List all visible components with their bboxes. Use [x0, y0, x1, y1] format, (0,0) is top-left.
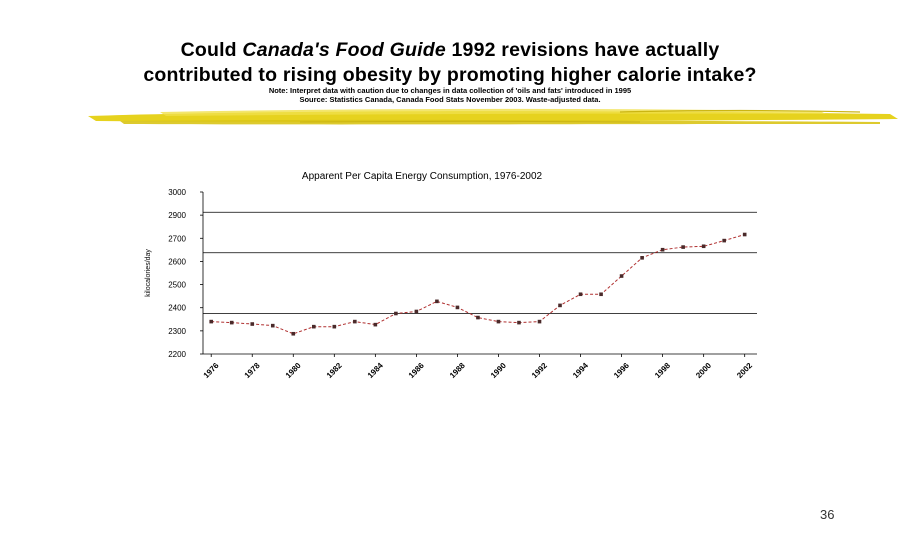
- data-point: [455, 305, 460, 310]
- x-tick-label: 2002: [735, 361, 754, 380]
- y-tick-label: 2400: [168, 304, 186, 313]
- data-point: [332, 324, 337, 329]
- slide-title-line-1: Could Canada's Food Guide 1992 revisions…: [0, 38, 900, 63]
- data-point: [353, 319, 357, 324]
- x-tick-label: 1976: [202, 361, 221, 380]
- y-tick-label: 2900: [168, 211, 186, 220]
- x-tick-label: 1988: [448, 361, 467, 380]
- series-line: [211, 234, 745, 335]
- data-point: [722, 238, 726, 243]
- data-point: [681, 245, 685, 249]
- y-tick-label: 2700: [168, 234, 186, 243]
- data-point: [578, 292, 583, 297]
- data-point: [619, 274, 624, 278]
- y-tick-label: 2600: [168, 257, 186, 266]
- title-food-guide-name: Canada's Food Guide: [242, 39, 446, 61]
- x-tick-label: 1990: [489, 361, 508, 380]
- data-point: [558, 303, 562, 308]
- data-point: [291, 331, 296, 336]
- x-tick-label: 1998: [653, 361, 672, 380]
- data-caution-note: Note: Interpret data with caution due to…: [268, 86, 632, 95]
- data-point: [229, 320, 234, 325]
- y-tick-label: 2500: [168, 281, 186, 290]
- data-point: [373, 322, 378, 327]
- data-point: [270, 323, 275, 328]
- data-point: [250, 322, 255, 326]
- x-tick-label: 1994: [571, 361, 590, 380]
- y-tick-label: 2200: [168, 350, 186, 359]
- data-point: [209, 319, 214, 324]
- x-tick-label: 1978: [243, 361, 262, 380]
- title-text-start: Could: [180, 39, 243, 61]
- y-axis-label: kilocalories/day: [145, 249, 152, 297]
- data-point: [701, 244, 706, 249]
- x-tick-label: 1982: [325, 361, 344, 380]
- x-tick-label: 1980: [284, 361, 303, 380]
- data-point: [517, 320, 521, 325]
- data-point: [537, 319, 542, 324]
- x-tick-label: 1984: [366, 361, 385, 380]
- page-number: 36: [820, 507, 835, 522]
- x-tick-label: 1996: [612, 361, 631, 380]
- data-source-note: Source: Statistics Canada, Canada Food S…: [299, 95, 601, 104]
- y-tick-label: 3000: [168, 188, 186, 197]
- slide-title-line-2: contributed to rising obesity by promoti…: [143, 64, 757, 86]
- data-point: [742, 232, 747, 237]
- y-tick-label: 2300: [168, 327, 186, 336]
- data-point: [414, 309, 419, 314]
- x-tick-label: 2000: [694, 361, 713, 380]
- data-point: [599, 292, 603, 297]
- data-point: [476, 315, 480, 320]
- x-tick-label: 1986: [407, 361, 426, 380]
- chart-title: Apparent Per Capita Energy Consumption, …: [302, 171, 543, 182]
- data-point: [660, 247, 665, 252]
- data-point: [312, 324, 316, 329]
- data-point: [394, 311, 398, 316]
- data-point: [435, 299, 439, 304]
- x-tick-label: 1992: [530, 361, 549, 380]
- plot-area: 3000 2900 2700 2600 2500 2400 2300 2200 1976 1978…: [168, 188, 757, 380]
- title-text-end: 1992 revisions have actually: [445, 39, 720, 61]
- data-point: [496, 319, 501, 324]
- data-point: [640, 256, 644, 260]
- slide-title: Could Canada's Food Guide 1992 revisions…: [0, 38, 900, 88]
